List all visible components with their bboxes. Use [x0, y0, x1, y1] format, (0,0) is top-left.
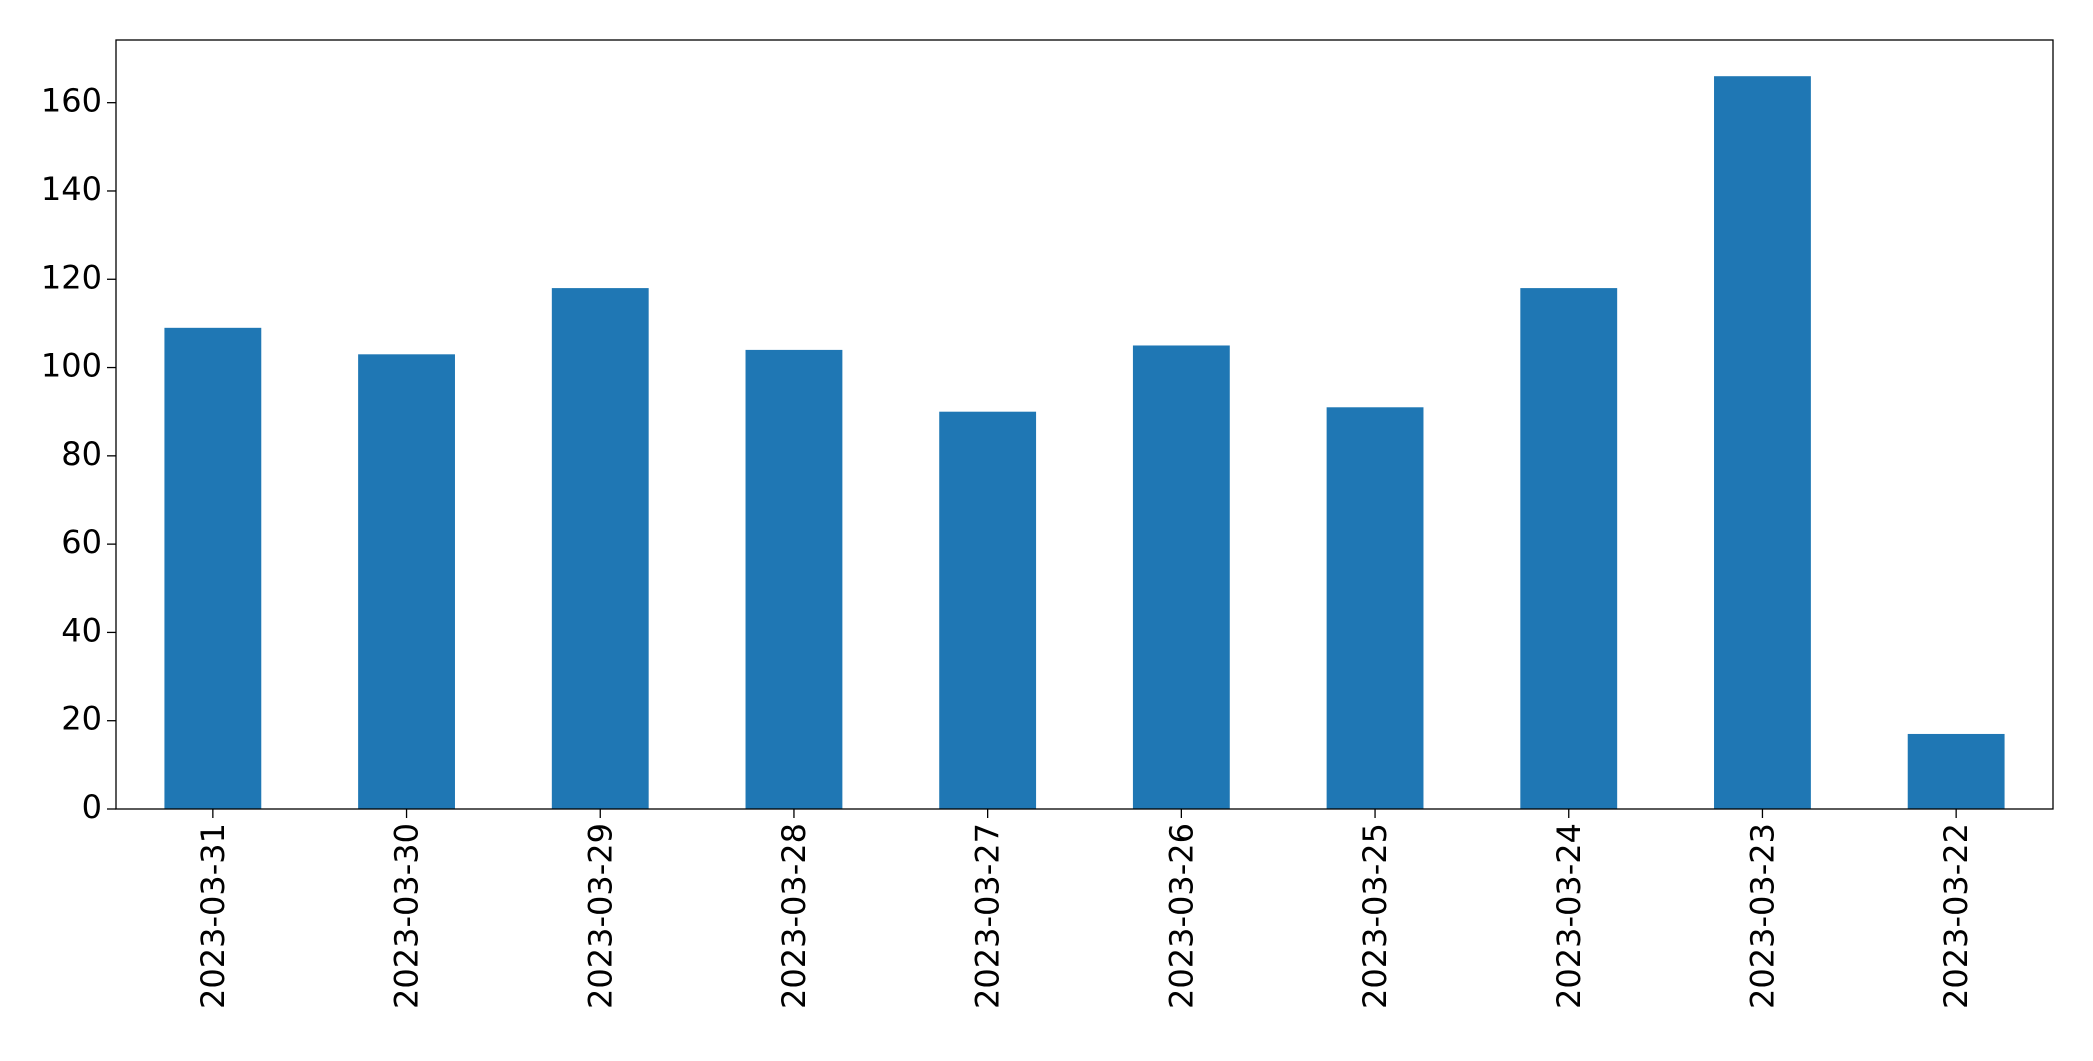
y-tick-label: 160: [41, 82, 102, 120]
x-tick-label: 2023-03-27: [969, 823, 1007, 1009]
y-tick-label: 0: [82, 788, 102, 826]
x-tick-label: 2023-03-26: [1162, 823, 1200, 1009]
bar: [164, 327, 262, 809]
y-tick-label: 100: [41, 347, 102, 385]
x-tick-label: 2023-03-22: [1937, 823, 1975, 1009]
plot-frame: [115, 39, 2054, 810]
bar: [1907, 733, 2005, 809]
bar: [1714, 76, 1811, 810]
x-tick-label: 2023-03-28: [775, 823, 813, 1009]
bar: [1326, 407, 1424, 809]
y-tick-label: 40: [61, 611, 102, 649]
bar: [745, 349, 843, 809]
x-tick-label: 2023-03-30: [388, 823, 426, 1009]
y-tick-label: 60: [61, 523, 102, 561]
bar: [358, 354, 455, 809]
x-tick-label: 2023-03-25: [1356, 823, 1394, 1009]
y-tick-label: 120: [41, 258, 102, 296]
x-tick-label: 2023-03-29: [581, 823, 619, 1009]
x-tick-label: 2023-03-31: [194, 823, 232, 1009]
x-tick-label: 2023-03-24: [1550, 823, 1588, 1009]
bar: [551, 288, 649, 809]
bar: [939, 411, 1037, 809]
x-tick-label: 2023-03-23: [1743, 823, 1781, 1009]
bar: [1520, 288, 1618, 809]
y-tick-label: 20: [61, 700, 102, 738]
y-tick-label: 80: [61, 435, 102, 473]
bar: [1132, 345, 1230, 809]
y-tick-label: 140: [41, 170, 102, 208]
